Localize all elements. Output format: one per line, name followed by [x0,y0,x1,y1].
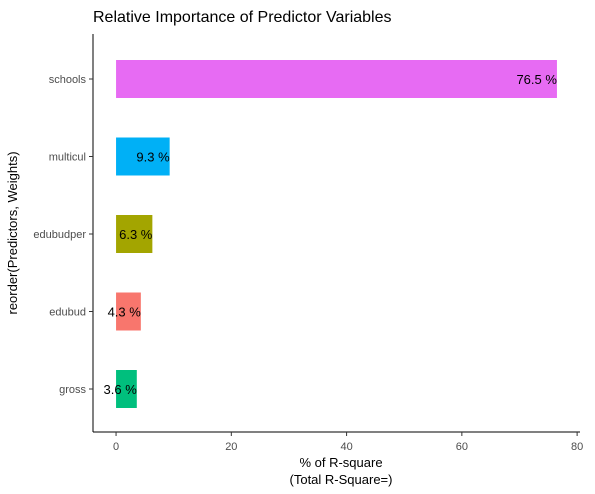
x-axis-title-line1: % of R-square [299,455,382,470]
x-axis-title-line2: (Total R-Square=) [290,472,393,487]
data-label-edubudper: 6.3 % [119,227,153,242]
x-tick-label-60: 60 [456,441,468,453]
data-label-schools: 76.5 % [516,72,557,87]
y-tick-label-gross: gross [59,384,86,396]
bar-group [116,60,557,408]
x-tick-label-0: 0 [113,441,119,453]
y-tick-label-edubud: edubud [49,307,86,319]
bar-schools [116,60,557,98]
x-tick-label-40: 40 [340,441,352,453]
bar-multicul [116,137,170,176]
bar-gross [116,370,137,408]
y-tick-label-schools: schools [49,74,87,86]
y-tick-group: schools multicul edubudper edubud gross [33,74,93,396]
data-label-group: 76.5 % 9.3 % 6.3 % 4.3 % 3.6 % [104,72,558,397]
data-label-edubud: 4.3 % [108,305,142,320]
chart-title: Relative Importance of Predictor Variabl… [93,9,392,26]
data-label-gross: 3.6 % [104,382,138,397]
y-tick-label-multicul: multicul [49,152,86,164]
x-tick-label-80: 80 [571,441,583,453]
y-tick-label-edubudper: edubudper [33,229,86,241]
x-tick-label-20: 20 [225,441,237,453]
bar-edubudper [116,215,153,253]
y-axis-title: reorder(Predictors, Weights) [5,151,20,314]
bar-edubud [116,292,141,331]
x-tick-group: 0 20 40 60 80 [113,432,583,453]
data-label-multicul: 9.3 % [136,150,170,165]
